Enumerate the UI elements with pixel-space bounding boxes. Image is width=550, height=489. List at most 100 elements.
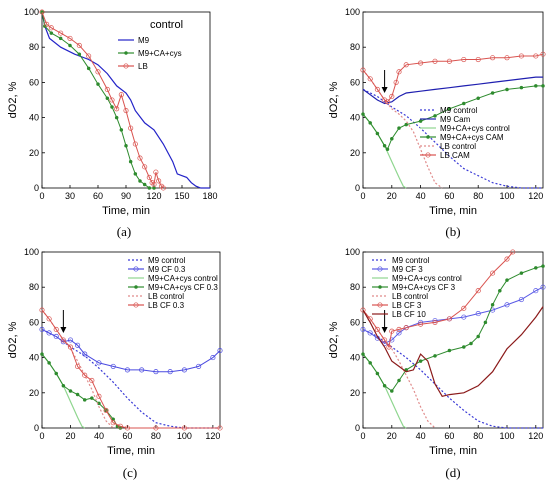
y-tick-label: 80 — [29, 282, 39, 292]
legend-label: LB CAM — [440, 151, 470, 160]
panel-label: (a) — [117, 224, 131, 239]
data-point — [153, 425, 159, 431]
data-point — [504, 55, 510, 61]
data-point — [403, 62, 409, 68]
series-line — [362, 306, 544, 397]
data-point — [75, 363, 81, 369]
x-tick-label: 30 — [65, 191, 75, 201]
x-tick-label: 40 — [94, 431, 104, 441]
y-tick-label: 0 — [355, 183, 360, 193]
x-axis-title: Time, min — [102, 205, 150, 217]
y-tick-label: 100 — [345, 7, 360, 17]
data-point — [360, 307, 366, 313]
y-tick-label: 0 — [355, 423, 360, 433]
series-line — [362, 251, 514, 349]
legend-label: M9+CA+cys CF 0.3 — [148, 283, 218, 292]
data-point — [396, 330, 402, 336]
series-lb-cam — [360, 51, 546, 105]
data-point — [469, 341, 473, 346]
data-point — [432, 58, 438, 64]
legend-marker — [133, 302, 139, 308]
data-point — [58, 30, 64, 36]
data-point — [96, 393, 102, 399]
legend-label: M9 — [138, 36, 150, 45]
data-point — [461, 56, 467, 63]
y-tick-label: 20 — [29, 388, 39, 398]
data-point — [368, 361, 372, 365]
panel-label: (b) — [445, 224, 460, 239]
data-point — [475, 288, 481, 294]
data-point — [382, 337, 388, 343]
data-point — [119, 128, 124, 132]
data-point — [118, 92, 124, 98]
data-point — [490, 303, 495, 307]
data-point — [110, 420, 116, 426]
data-point — [110, 363, 116, 369]
legend-label: M9 control — [440, 106, 478, 115]
data-point — [490, 91, 495, 95]
y-tick-label: 60 — [350, 77, 360, 87]
data-point — [533, 288, 539, 294]
data-point — [476, 96, 480, 100]
data-point — [361, 112, 365, 116]
series-m9-ca-cys-cf-0-3 — [40, 352, 123, 430]
data-point — [384, 99, 391, 105]
data-point — [105, 96, 110, 100]
data-point — [54, 371, 58, 376]
legend-label: LB CF 0.3 — [148, 301, 185, 310]
data-point — [389, 328, 395, 334]
x-tick-label: 100 — [177, 431, 192, 441]
data-point — [44, 21, 50, 27]
legend-label: LB — [138, 62, 148, 71]
data-point — [146, 174, 152, 180]
data-point — [137, 155, 143, 161]
data-point — [104, 86, 110, 92]
y-axis-title: dO2, % — [7, 321, 19, 358]
series-line — [362, 113, 407, 189]
data-point — [124, 367, 130, 373]
legend-label: M9+CA+cys control — [440, 124, 510, 133]
data-point — [139, 367, 145, 373]
data-point — [534, 84, 538, 88]
plot-frame — [362, 11, 544, 189]
series-m9-control — [362, 328, 543, 429]
legend-label: LB control — [392, 292, 428, 301]
legend-label: M9+CA+cys CAM — [440, 133, 504, 142]
data-point — [49, 31, 54, 35]
data-point — [382, 144, 387, 148]
legend-label: M9+CA+cys control — [148, 274, 218, 283]
data-point — [519, 271, 524, 275]
x-tick-label: 60 — [122, 431, 132, 441]
x-tick-label: 20 — [387, 431, 397, 441]
series-m9-ca-cys-control — [362, 113, 407, 189]
data-point — [396, 326, 402, 332]
data-point — [39, 9, 45, 15]
legend-label: M9 Cam — [440, 115, 471, 124]
y-axis-title: dO2, % — [328, 81, 340, 118]
x-tick-label: 60 — [444, 191, 454, 201]
series-line — [362, 286, 544, 345]
series-m9-cf-0-3 — [39, 326, 223, 375]
data-point — [151, 181, 157, 188]
data-point — [504, 302, 510, 308]
series-line — [362, 76, 543, 105]
legend-label: M9 control — [392, 256, 430, 265]
x-tick-label: 60 — [444, 431, 454, 441]
data-point — [58, 36, 63, 41]
data-point — [86, 53, 92, 59]
data-point — [462, 101, 466, 106]
x-tick-label: 150 — [174, 191, 189, 201]
data-point — [153, 369, 159, 375]
data-point — [389, 337, 395, 343]
y-tick-label: 100 — [345, 247, 360, 257]
x-tick-label: 100 — [499, 431, 514, 441]
y-tick-label: 60 — [29, 317, 39, 327]
y-tick-label: 0 — [34, 423, 39, 433]
data-point — [510, 249, 516, 255]
data-point — [534, 266, 538, 270]
data-point — [67, 337, 74, 343]
data-point — [114, 106, 120, 112]
data-point — [518, 296, 524, 303]
data-point — [368, 121, 372, 125]
